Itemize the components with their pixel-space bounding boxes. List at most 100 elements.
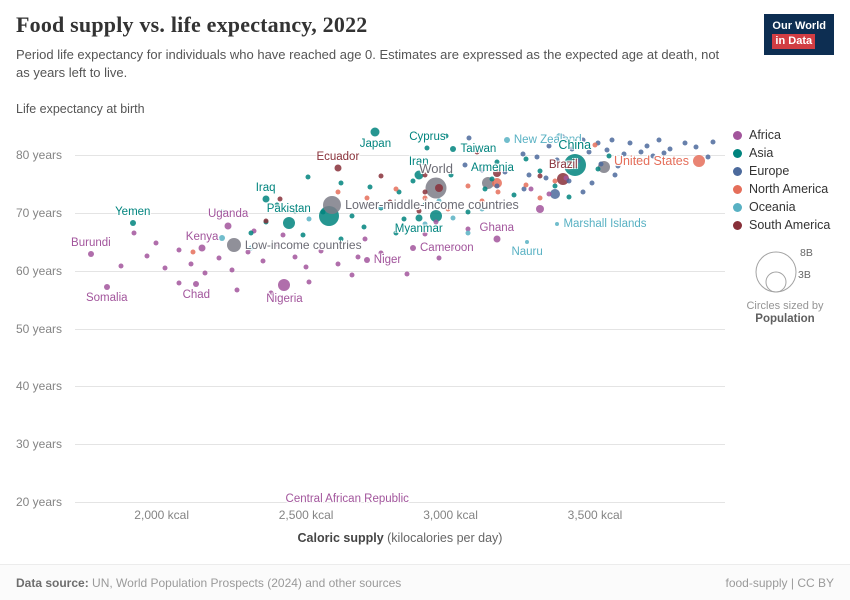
license-link[interactable]: food-supply | CC BY: [725, 575, 835, 590]
data-point[interactable]: [465, 209, 471, 215]
data-point[interactable]: [682, 140, 688, 146]
data-point[interactable]: [586, 149, 592, 155]
data-point[interactable]: [390, 258, 396, 264]
data-point[interactable]: [667, 146, 673, 152]
data-point[interactable]: [396, 189, 402, 195]
data-point[interactable]: [176, 247, 182, 253]
data-point[interactable]: [546, 143, 552, 149]
data-point[interactable]: [248, 230, 254, 236]
country-label-nauru[interactable]: Nauru: [511, 246, 543, 259]
data-point[interactable]: [378, 173, 384, 179]
data-point-nauru[interactable]: [525, 240, 530, 245]
data-point[interactable]: [462, 162, 468, 168]
country-label-yemen[interactable]: Yemen: [115, 206, 151, 219]
data-point[interactable]: [495, 189, 501, 195]
data-point[interactable]: [494, 159, 500, 165]
data-point[interactable]: [479, 167, 485, 173]
data-point[interactable]: [364, 195, 370, 201]
data-point[interactable]: [566, 194, 572, 200]
data-point-china[interactable]: [563, 153, 586, 176]
data-point[interactable]: [482, 186, 488, 192]
data-point[interactable]: [552, 178, 558, 183]
legend-item-south-america[interactable]: South America: [733, 218, 830, 232]
data-point[interactable]: [627, 140, 633, 146]
country-label-brazil[interactable]: Brazil: [548, 159, 578, 172]
data-point[interactable]: [162, 265, 168, 271]
country-label-iran[interactable]: Iran: [408, 156, 429, 169]
data-point[interactable]: [580, 189, 586, 195]
data-point[interactable]: [280, 232, 286, 238]
country-label-taiwan[interactable]: Taiwan: [460, 143, 497, 156]
data-point[interactable]: [306, 216, 312, 222]
data-point[interactable]: [268, 290, 274, 296]
data-point[interactable]: [245, 249, 251, 255]
country-label-marshall-islands[interactable]: Marshall Islands: [563, 217, 647, 230]
data-point[interactable]: [621, 151, 627, 157]
data-point[interactable]: [479, 198, 485, 204]
country-label-cameroon[interactable]: Cameroon: [420, 242, 474, 255]
data-point[interactable]: [292, 254, 298, 260]
data-point[interactable]: [274, 202, 280, 208]
data-point[interactable]: [318, 248, 324, 254]
data-point-armenia[interactable]: [489, 176, 495, 182]
data-point[interactable]: [404, 271, 410, 277]
data-point-nigeria[interactable]: [278, 278, 291, 291]
data-point[interactable]: [569, 146, 575, 152]
data-point[interactable]: [234, 287, 240, 293]
data-point[interactable]: [575, 158, 581, 164]
data-point[interactable]: [436, 198, 442, 204]
country-label-central-african-republic[interactable]: Central African Republic: [285, 493, 409, 506]
owid-logo[interactable]: Our World in Data: [764, 14, 834, 55]
data-point[interactable]: [466, 135, 472, 141]
data-point-marshall-islands[interactable]: [555, 221, 560, 226]
data-point[interactable]: [595, 166, 601, 172]
country-label-chad[interactable]: Chad: [182, 289, 211, 301]
data-point-kenya[interactable]: [198, 244, 206, 252]
data-point[interactable]: [511, 192, 517, 198]
data-point-myanmar[interactable]: [415, 214, 423, 221]
data-point[interactable]: [260, 258, 266, 264]
data-point[interactable]: [378, 250, 384, 256]
country-label-pakistan[interactable]: Pakistan: [266, 202, 311, 215]
data-point-ecuador[interactable]: [334, 164, 342, 172]
data-point[interactable]: [635, 157, 641, 163]
data-point[interactable]: [144, 253, 150, 259]
data-point-uganda[interactable]: [224, 222, 232, 230]
country-label-iraq[interactable]: Iraq: [255, 181, 276, 194]
data-point[interactable]: [277, 196, 283, 202]
country-label-low-income-countries[interactable]: Low-income countries: [244, 238, 362, 253]
data-point[interactable]: [306, 279, 312, 285]
country-label-china[interactable]: China: [558, 137, 592, 152]
data-point[interactable]: [693, 144, 699, 150]
data-point[interactable]: [554, 157, 560, 163]
data-point[interactable]: [606, 153, 612, 159]
data-point[interactable]: [479, 206, 485, 212]
data-point[interactable]: [604, 147, 610, 153]
data-point[interactable]: [474, 149, 480, 155]
data-point[interactable]: [536, 205, 545, 214]
data-point[interactable]: [523, 182, 529, 188]
data-point[interactable]: [367, 184, 373, 190]
data-point-burundi[interactable]: [87, 250, 94, 257]
data-point-new-zealand[interactable]: [503, 137, 510, 144]
data-point[interactable]: [465, 183, 471, 189]
data-point[interactable]: [190, 249, 196, 255]
country-label-burundi[interactable]: Burundi: [71, 236, 111, 249]
data-point[interactable]: [448, 172, 454, 178]
data-point[interactable]: [644, 143, 650, 149]
data-point-iraq[interactable]: [262, 195, 270, 203]
data-point-iran[interactable]: [414, 170, 424, 180]
country-label-kenya[interactable]: Kenya: [185, 230, 219, 243]
country-label-myanmar[interactable]: Myanmar: [394, 223, 443, 235]
data-point[interactable]: [445, 206, 451, 212]
data-point[interactable]: [556, 132, 565, 141]
data-point-yemen[interactable]: [129, 220, 136, 227]
data-point[interactable]: [219, 235, 226, 242]
data-point[interactable]: [229, 267, 235, 273]
data-point[interactable]: [632, 160, 638, 166]
data-point-lower-middle-income-countries[interactable]: [323, 195, 342, 214]
country-label-ghana[interactable]: Ghana: [479, 221, 515, 234]
data-point[interactable]: [595, 140, 601, 146]
data-point[interactable]: [361, 224, 367, 230]
legend-item-north-america[interactable]: North America: [733, 182, 830, 196]
